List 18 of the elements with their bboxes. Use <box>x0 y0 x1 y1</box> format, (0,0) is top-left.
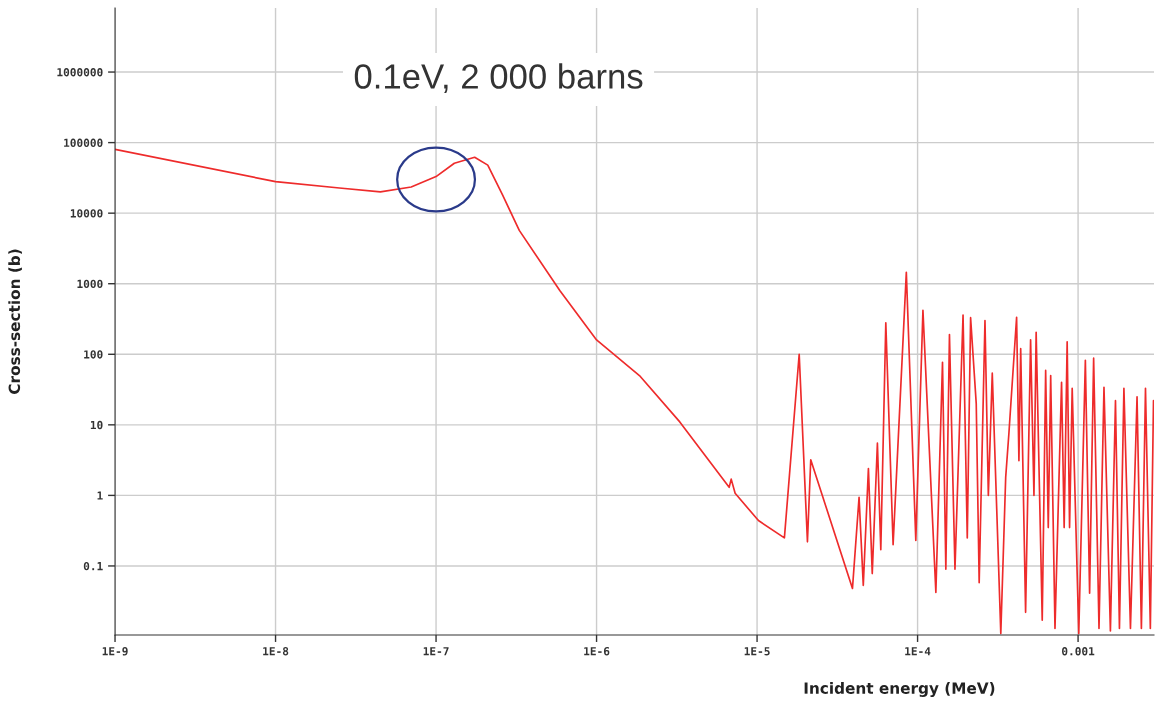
x-tick-label: 1E-5 <box>744 647 770 656</box>
y-axis-title: Cross-section (b) <box>8 249 22 394</box>
x-tick-label: 1E-9 <box>102 647 128 656</box>
x-tick-label: 1E-6 <box>584 647 610 656</box>
x-tick-label: 0.001 <box>1062 647 1095 656</box>
x-tick-label: 1E-4 <box>905 647 931 656</box>
annotation: 0.1eV, 2 000 barns <box>354 63 643 93</box>
y-tick-label: 1000 <box>77 279 103 289</box>
y-tick-label: 100 <box>84 350 103 359</box>
y-tick-label: 1 <box>97 491 103 500</box>
y-tick-label: 100000 <box>64 138 103 147</box>
y-tick-label: 0.1 <box>83 561 103 571</box>
x-tick-label: 1E-8 <box>263 647 289 656</box>
y-tick-label: 10 <box>90 420 103 430</box>
x-axis-title: Incident energy (MeV) <box>804 682 995 697</box>
y-tick-label: 10000 <box>70 209 103 218</box>
y-tick-label: 1000000 <box>57 68 103 77</box>
x-tick-label: 1E-7 <box>423 647 449 656</box>
